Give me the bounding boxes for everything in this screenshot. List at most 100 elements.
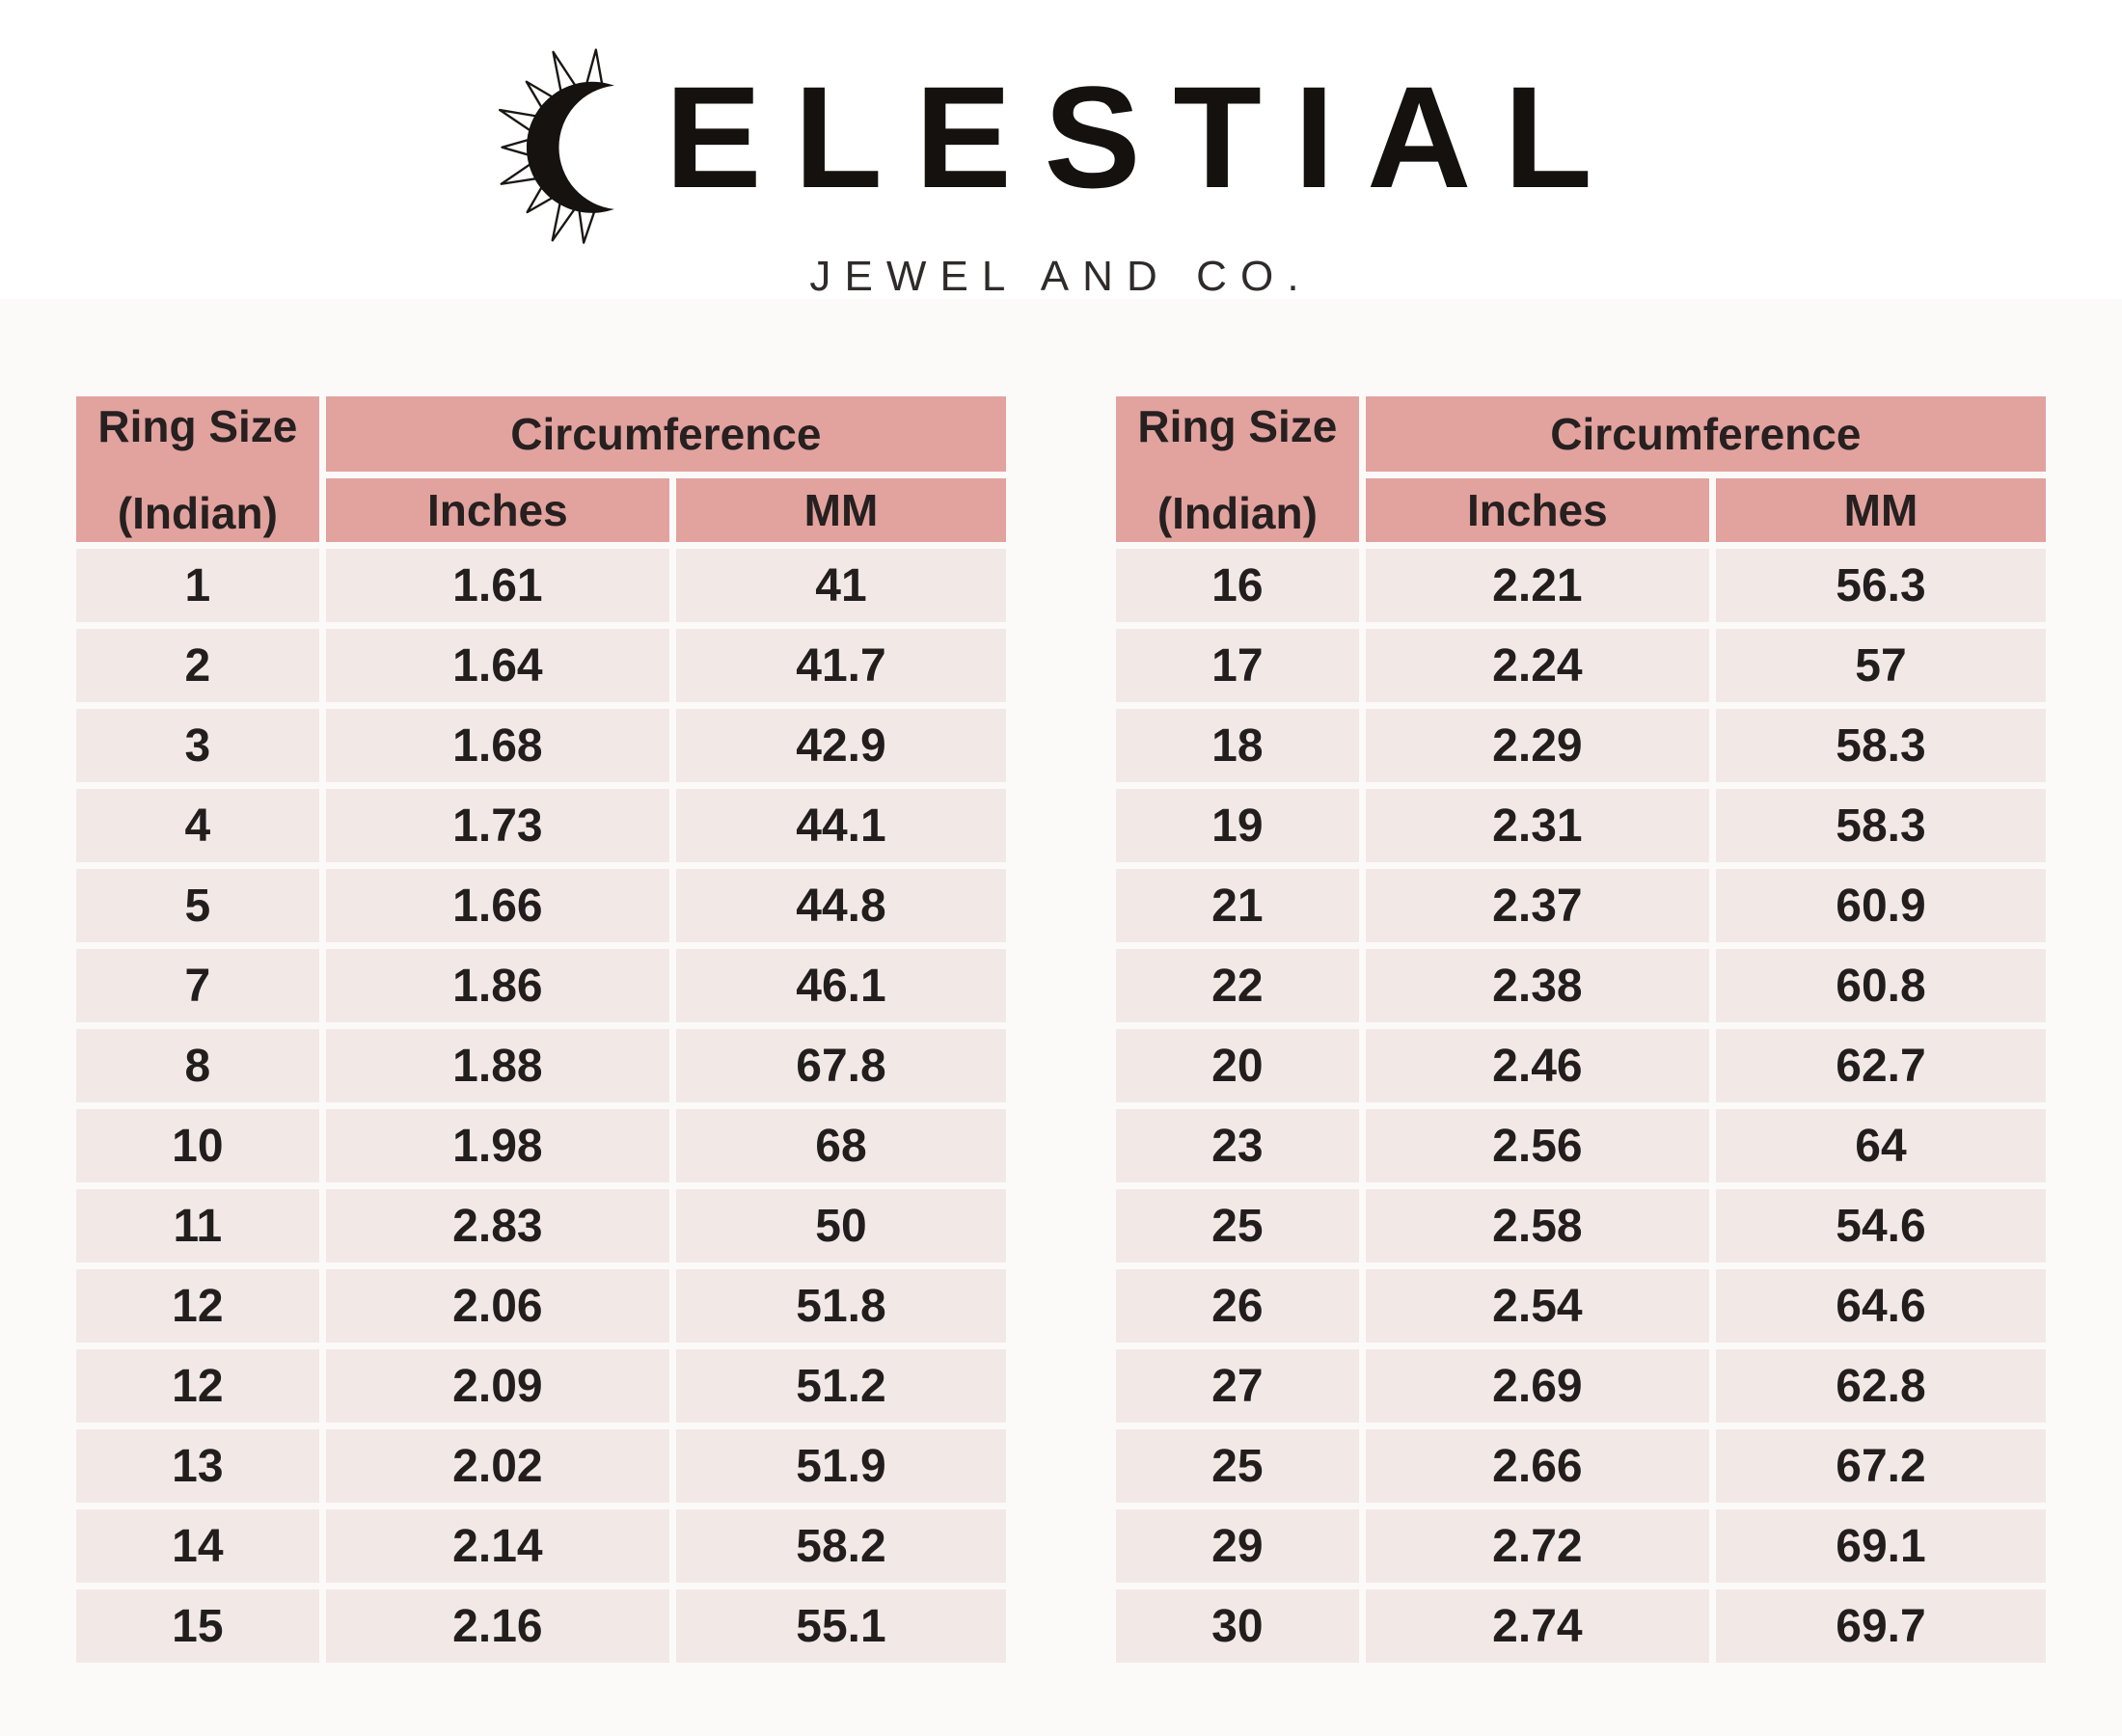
brand-subtitle: JEWEL AND CO. [809,253,1313,300]
table-row: 15 2.16 55.1 [76,1589,1006,1663]
cell-inches: 1.98 [325,1109,669,1182]
ring-size-table-left: Ring Size (Indian) Circumference Inches … [69,390,1013,1669]
cell-inches: 1.64 [325,629,669,702]
table-row: 17 2.24 57 [1116,629,2046,702]
cell-mm: 60.8 [1716,949,2046,1022]
right-table-header: Ring Size (Indian) Circumference Inches … [1116,396,2046,542]
cell-size: 14 [76,1509,319,1583]
table-row: 26 2.54 64.6 [1116,1269,2046,1343]
cell-size: 25 [1116,1189,1359,1262]
brand-name-text: ELESTIAL [665,56,1625,218]
cell-size: 19 [1116,789,1359,862]
table-row: 4 1.73 44.1 [76,789,1006,862]
cell-mm: 44.8 [676,869,1006,942]
cell-inches: 2.09 [325,1349,669,1423]
header-ring-size: Ring Size (Indian) [76,396,319,542]
cell-mm: 58.3 [1716,789,2046,862]
cell-inches: 2.06 [325,1269,669,1343]
cell-inches: 2.66 [1365,1429,1709,1503]
ring-size-table-right: Ring Size (Indian) Circumference Inches … [1109,390,2053,1669]
cell-inches: 2.16 [325,1589,669,1663]
cell-inches: 2.56 [1365,1109,1709,1182]
cell-inches: 2.29 [1365,709,1709,782]
cell-size: 15 [76,1589,319,1663]
table-row: 25 2.58 54.6 [1116,1189,2046,1262]
cell-inches: 2.58 [1365,1189,1709,1262]
cell-inches: 2.21 [1365,549,1709,622]
cell-mm: 44.1 [676,789,1006,862]
table-row: 1 1.61 41 [76,549,1006,622]
cell-size: 2 [76,629,319,702]
cell-mm: 62.7 [1716,1029,2046,1102]
table-row: 14 2.14 58.2 [76,1509,1006,1583]
cell-mm: 58.3 [1716,709,2046,782]
cell-size: 27 [1116,1349,1359,1423]
cell-size: 17 [1116,629,1359,702]
cell-inches: 2.31 [1365,789,1709,862]
cell-inches: 1.86 [325,949,669,1022]
brand-header: ELESTIAL JEWEL AND CO. [0,0,2122,301]
table-row: 10 1.98 68 [76,1109,1006,1182]
table-row: 25 2.66 67.2 [1116,1429,2046,1503]
brand-wordmark: ELESTIAL [0,35,2122,244]
table-row: 12 2.06 51.8 [76,1269,1006,1343]
cell-size: 1 [76,549,319,622]
table-row: 16 2.21 56.3 [1116,549,2046,622]
cell-inches: 2.38 [1365,949,1709,1022]
cell-size: 20 [1116,1029,1359,1102]
table-row: 22 2.38 60.8 [1116,949,2046,1022]
cell-inches: 2.83 [325,1189,669,1262]
left-table-body: 1 1.61 41 2 1.64 41.7 3 1.68 42.9 4 1.73 44.1 5 1.66 4… [76,549,1006,1663]
table-row: 3 1.68 42.9 [76,709,1006,782]
cell-size: 3 [76,709,319,782]
cell-mm: 51.8 [676,1269,1006,1343]
cell-size: 16 [1116,549,1359,622]
cell-mm: 51.2 [676,1349,1006,1423]
table-row: 23 2.56 64 [1116,1109,2046,1182]
cell-size: 29 [1116,1509,1359,1583]
cell-mm: 56.3 [1716,549,2046,622]
cell-size: 12 [76,1269,319,1343]
table-row: 12 2.09 51.2 [76,1349,1006,1423]
cell-mm: 55.1 [676,1589,1006,1663]
cell-mm: 54.6 [1716,1189,2046,1262]
cell-size: 4 [76,789,319,862]
cell-mm: 58.2 [676,1509,1006,1583]
table-row: 21 2.37 60.9 [1116,869,2046,942]
cell-inches: 2.72 [1365,1509,1709,1583]
cell-size: 30 [1116,1589,1359,1663]
table-row: 13 2.02 51.9 [76,1429,1006,1503]
cell-size: 8 [76,1029,319,1102]
size-tables: Ring Size (Indian) Circumference Inches … [0,390,2122,1669]
cell-mm: 64.6 [1716,1269,2046,1343]
cell-mm: 46.1 [676,949,1006,1022]
header-ring-size-line2: (Indian) [117,487,278,538]
table-row: 18 2.29 58.3 [1116,709,2046,782]
cell-mm: 67.2 [1716,1429,2046,1503]
cell-inches: 2.37 [1365,869,1709,942]
cell-size: 21 [1116,869,1359,942]
cell-mm: 67.8 [676,1029,1006,1102]
cell-inches: 1.73 [325,789,669,862]
table-row: 5 1.66 44.8 [76,869,1006,942]
cell-inches: 2.14 [325,1509,669,1583]
cell-inches: 1.88 [325,1029,669,1102]
header-mm: MM [676,478,1006,542]
cell-mm: 60.9 [1716,869,2046,942]
cell-inches: 2.54 [1365,1269,1709,1343]
table-row: 27 2.69 62.8 [1116,1349,2046,1423]
cell-inches: 1.66 [325,869,669,942]
cell-mm: 57 [1716,629,2046,702]
header-ring-size: Ring Size (Indian) [1116,396,1359,542]
cell-size: 13 [76,1429,319,1503]
cell-inches: 2.74 [1365,1589,1709,1663]
table-row: 19 2.31 58.3 [1116,789,2046,862]
cell-mm: 64 [1716,1109,2046,1182]
cell-mm: 68 [676,1109,1006,1182]
header-inches: Inches [325,478,669,542]
header-circumference: Circumference [1365,396,2046,472]
cell-size: 11 [76,1189,319,1262]
right-table-body: 16 2.21 56.3 17 2.24 57 18 2.29 58.3 19 2.31 58.3 21… [1116,549,2046,1663]
table-row: 11 2.83 50 [76,1189,1006,1262]
